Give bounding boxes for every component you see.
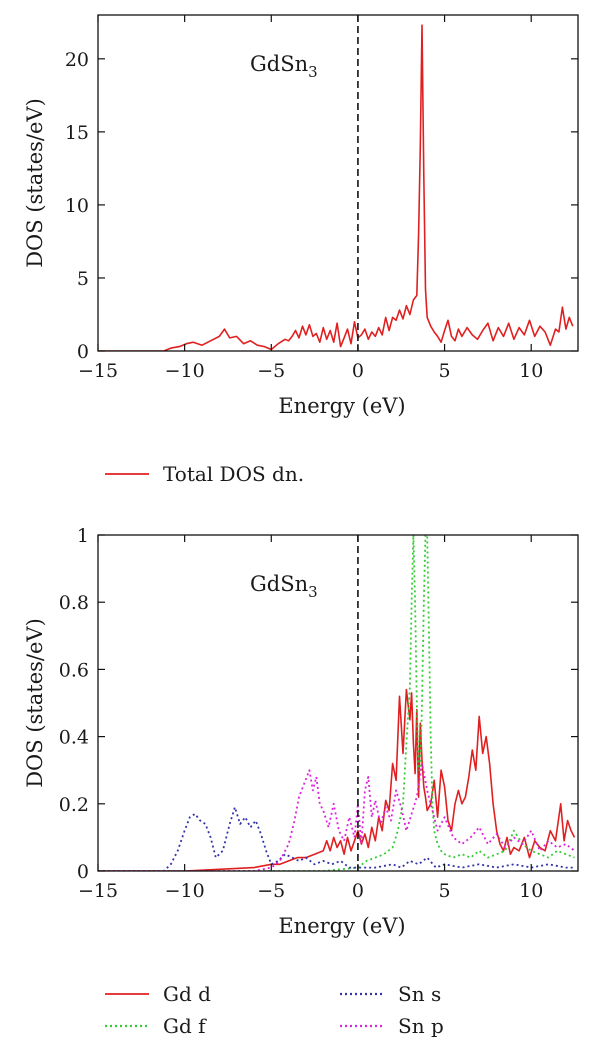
y-tick-label: 0.2	[59, 794, 89, 816]
x-tick-label: 5	[439, 360, 451, 382]
x-axis-label: Energy (eV)	[278, 394, 405, 418]
y-axis-label: DOS (states/eV)	[23, 98, 47, 268]
legend: Gd d Gd f Sn s Sn p	[105, 982, 444, 1038]
plot-frame	[97, 534, 579, 872]
plot-panel-1: −15 −10 −5 0 5 10 0 5 10 15 20 Energy (eV) DOS (stat…	[23, 14, 579, 486]
y-tick-label: 0.8	[59, 592, 89, 614]
y-tick-label: 5	[77, 268, 89, 290]
x-tick-label: −10	[165, 360, 205, 382]
series-line-sn-p	[98, 762, 576, 871]
compound-annotation: GdSn3	[250, 52, 318, 81]
legend-label: Sn s	[398, 982, 441, 1006]
compound-annotation: GdSn3	[250, 572, 318, 601]
x-tick-label: 5	[439, 880, 451, 902]
legend-label: Total DOS dn.	[163, 462, 304, 486]
x-tick-label: 0	[352, 880, 364, 902]
x-tick-label: 10	[519, 880, 543, 902]
plot-frame	[97, 14, 579, 352]
y-tick-label: 15	[65, 122, 89, 144]
legend-label: Sn p	[398, 1014, 444, 1038]
y-tick-label: 0	[77, 861, 89, 883]
plot-panel-2: −15 −10 −5 0 5 10 0 0.2 0.4 0.6 0.8 1 Energy (eV) DOS…	[23, 525, 579, 1038]
legend: Total DOS dn.	[105, 462, 304, 486]
x-tick-label: −5	[257, 360, 285, 382]
legend-label: Gd f	[163, 1014, 207, 1038]
x-axis-label: Energy (eV)	[278, 914, 405, 938]
x-tick-label: 0	[352, 360, 364, 382]
x-tick-label: −15	[78, 360, 118, 382]
x-tick-label: −10	[165, 880, 205, 902]
y-tick-label: 20	[65, 49, 89, 71]
y-tick-label: 0.4	[59, 727, 89, 749]
x-tick-label: 10	[519, 360, 543, 382]
x-tick-label: −5	[257, 880, 285, 902]
series-line-gd-f	[98, 535, 575, 871]
legend-label: Gd d	[163, 982, 211, 1006]
series-line-gd-d	[98, 688, 576, 871]
series-line-sn-s	[98, 806, 575, 871]
y-axis-label: DOS (states/eV)	[23, 618, 47, 788]
y-tick-label: 10	[65, 195, 89, 217]
y-tick-label: 0.6	[59, 659, 89, 681]
y-tick-label: 1	[77, 525, 89, 547]
series-line-total-dos-dn-	[98, 24, 574, 351]
x-tick-label: −15	[78, 880, 118, 902]
y-tick-label: 0	[77, 341, 89, 363]
